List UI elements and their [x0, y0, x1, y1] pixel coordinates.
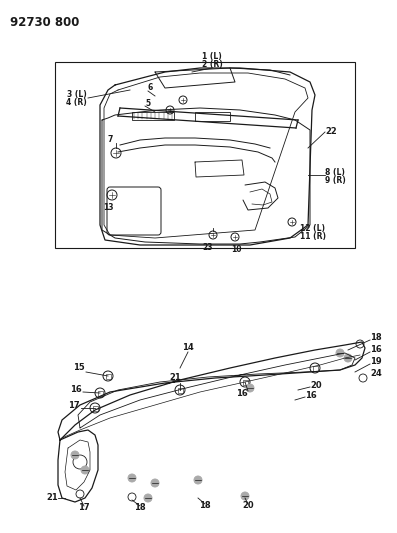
FancyBboxPatch shape — [107, 187, 161, 235]
Text: 7: 7 — [107, 135, 113, 144]
Text: 18: 18 — [134, 504, 146, 513]
Bar — [195, 112, 230, 121]
Text: 12 (L): 12 (L) — [300, 223, 325, 232]
Bar — [177, 387, 183, 392]
Text: 16: 16 — [70, 385, 82, 394]
Text: 19: 19 — [370, 358, 382, 367]
Text: 15: 15 — [73, 364, 85, 373]
Text: 14: 14 — [182, 343, 194, 352]
Text: 16: 16 — [370, 345, 382, 354]
Text: 16: 16 — [305, 391, 317, 400]
Circle shape — [194, 476, 202, 484]
Text: 18: 18 — [370, 334, 382, 343]
Text: 5: 5 — [145, 99, 150, 108]
Text: 17: 17 — [68, 401, 80, 410]
Text: 16: 16 — [236, 389, 248, 398]
Text: 23: 23 — [203, 244, 213, 253]
Bar — [312, 366, 318, 370]
Circle shape — [344, 354, 352, 362]
Text: 3 (L): 3 (L) — [67, 91, 87, 100]
Bar — [243, 379, 247, 384]
Text: 21: 21 — [169, 374, 181, 383]
Text: 4 (R): 4 (R) — [66, 98, 87, 107]
Text: 21: 21 — [46, 494, 58, 503]
Text: 8 (L): 8 (L) — [325, 167, 345, 176]
Bar — [55, 62, 355, 248]
Bar — [93, 406, 98, 410]
Text: 20: 20 — [310, 381, 322, 390]
Text: 20: 20 — [242, 502, 254, 511]
Text: 13: 13 — [103, 204, 113, 213]
Circle shape — [71, 451, 79, 459]
Text: 17: 17 — [78, 504, 90, 513]
Text: 2 (R): 2 (R) — [202, 60, 222, 69]
Text: 9 (R): 9 (R) — [325, 175, 346, 184]
Bar — [106, 374, 110, 378]
Circle shape — [241, 492, 249, 500]
Text: 24: 24 — [370, 369, 382, 378]
Text: 1 (L): 1 (L) — [202, 52, 222, 61]
Circle shape — [336, 349, 344, 357]
Text: 11 (R): 11 (R) — [300, 231, 326, 240]
Text: 6: 6 — [148, 84, 153, 93]
Circle shape — [128, 474, 136, 482]
Text: 92730 800: 92730 800 — [10, 16, 79, 29]
Bar — [98, 391, 102, 395]
Bar — [132, 112, 174, 120]
Text: 18: 18 — [199, 502, 211, 511]
Circle shape — [81, 466, 89, 474]
Circle shape — [246, 384, 254, 392]
Text: 10: 10 — [231, 246, 241, 254]
Circle shape — [144, 494, 152, 502]
Circle shape — [151, 479, 159, 487]
Text: 22: 22 — [325, 127, 337, 136]
